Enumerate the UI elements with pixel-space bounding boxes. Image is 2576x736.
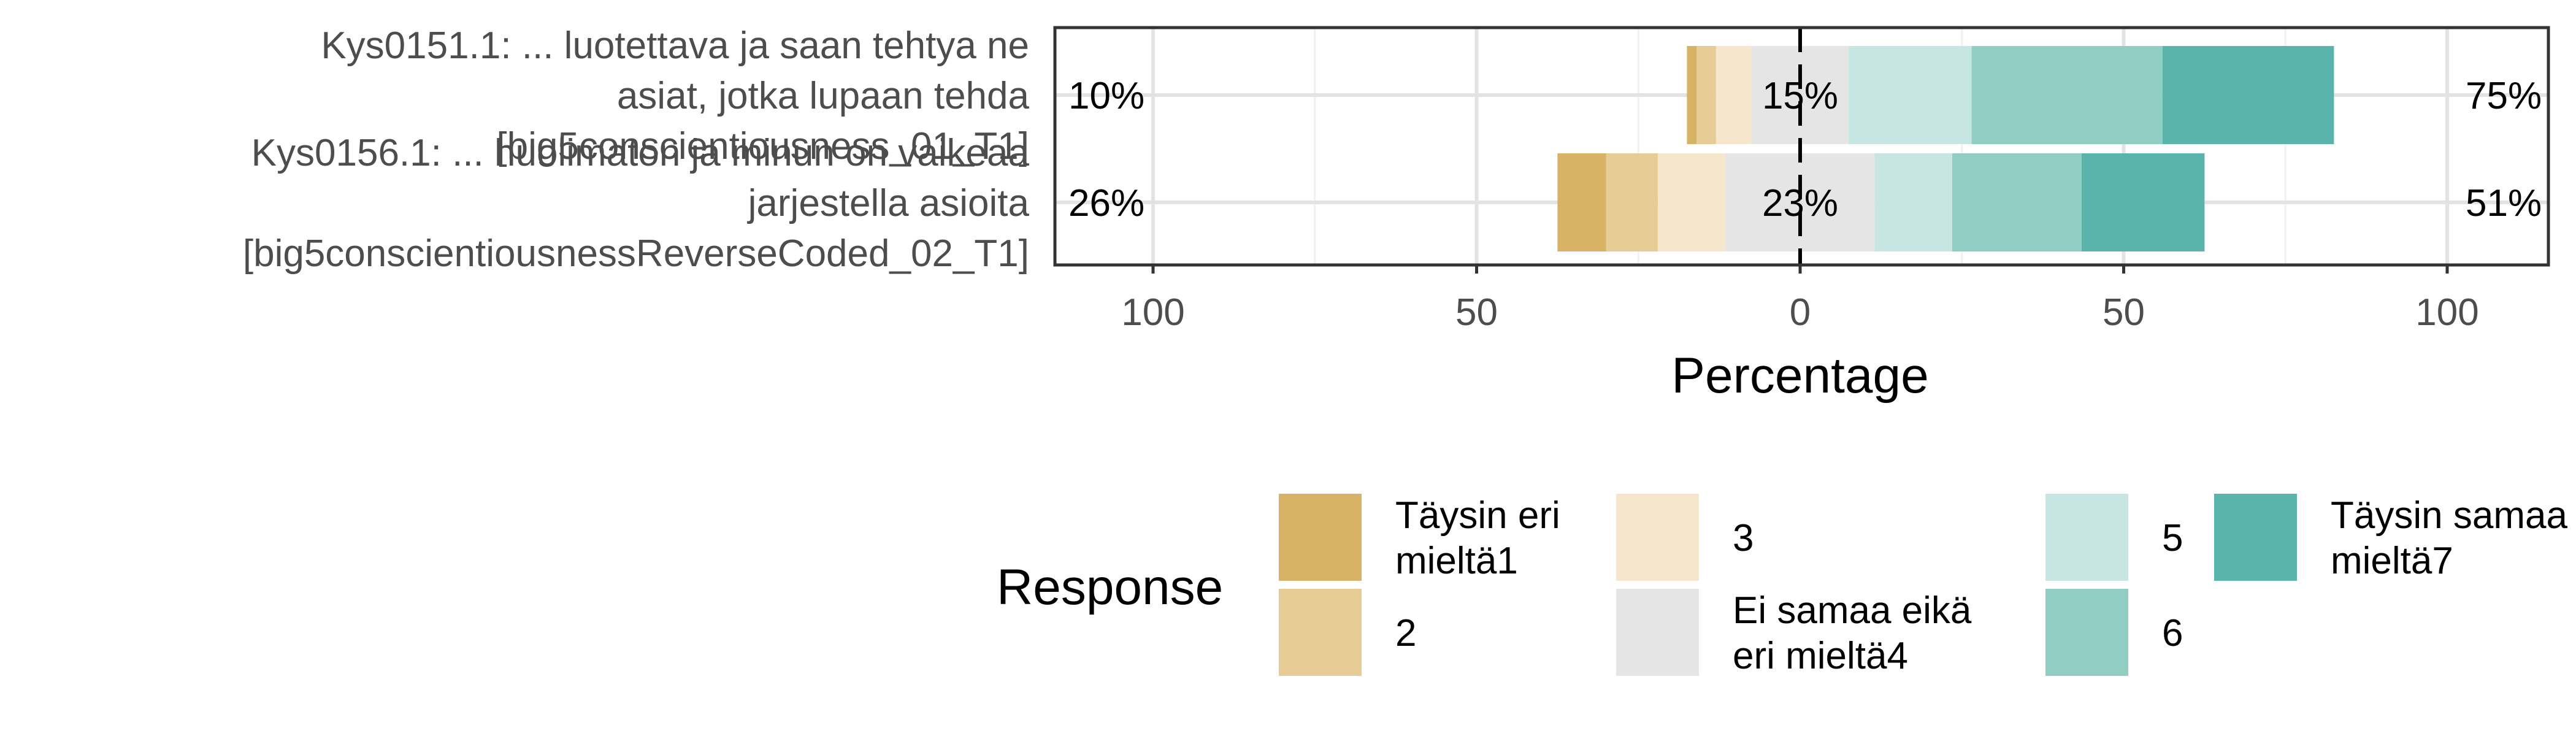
legend-key [2045,589,2128,676]
bars [1557,28,2334,265]
x-tick-label: 50 [2103,291,2145,334]
legend-key [1279,589,1362,676]
bar-segment [1751,46,1849,144]
category-labels: Kys0151.1: ... luotettava ja saan tehtya… [243,25,1030,275]
bar-segment [1696,46,1716,144]
bar-segment [2081,153,2205,251]
legend-key [1279,494,1362,581]
low-percent-label: 10% [1068,75,1144,117]
legend-label: 3 [1733,517,1754,559]
bar-segment [1557,153,1606,251]
legend-label: Täysin eri [1395,494,1560,537]
legend-key [1616,494,1699,581]
category-label-line: jarjestella asioita [747,182,1030,224]
bar-segment [1971,46,2163,144]
legend-label: Ei samaa eikä [1733,589,1972,632]
x-tick-labels: 100 50 0 50 100 [1121,265,2479,334]
legend-key [2045,494,2128,581]
x-axis-title: Percentage [1671,348,1928,404]
bar-segment [1657,153,1726,251]
high-percent-label: 51% [2466,182,2542,224]
bar-segment [2162,46,2334,144]
neutral-percent-label: 15% [1762,75,1838,117]
legend-label: eri mieltä4 [1733,635,1908,677]
low-percent-label: 26% [1068,182,1144,224]
category-label-line: Kys0151.1: ... luotettava ja saan tehtya… [321,25,1029,67]
x-tick-label: 100 [2415,291,2478,334]
bar-segment [1952,153,2082,251]
legend-label: Täysin samaa [2331,494,2567,537]
x-tick-label: 0 [1790,291,1811,334]
bar-segment [1687,46,1697,144]
legend-label: mieltä7 [2331,540,2453,582]
legend-key [2214,494,2297,581]
bar-segment [1849,46,1972,144]
legend-title: Response [997,559,1223,615]
high-percent-label: 75% [2466,75,2542,117]
category-label-line: Kys0156.1: ... huolimaton ja minun on va… [251,132,1030,174]
category-label-line: asiat, jotka lupaan tehda [617,75,1030,117]
percentage-labels: 10% 15% 75% 26% 23% 51% [1068,75,2542,224]
legend-label: 2 [1395,612,1416,654]
x-tick-label: 50 [1455,291,1498,334]
category-label-line: [big5conscientiousnessReverseCoded_02_T1… [243,232,1029,275]
bar-segment [1715,46,1752,144]
x-tick-label: 100 [1121,291,1184,334]
legend-label: mieltä1 [1395,540,1518,582]
bar-segment [1874,153,1952,251]
legend-key [1616,589,1699,676]
bar-segment [1606,153,1658,251]
category-label-line: [big5conscientiousness_01_T1] [496,125,1029,167]
neutral-percent-label: 23% [1762,182,1838,224]
legend-label: 6 [2162,612,2183,654]
legend-label: 5 [2162,517,2183,559]
